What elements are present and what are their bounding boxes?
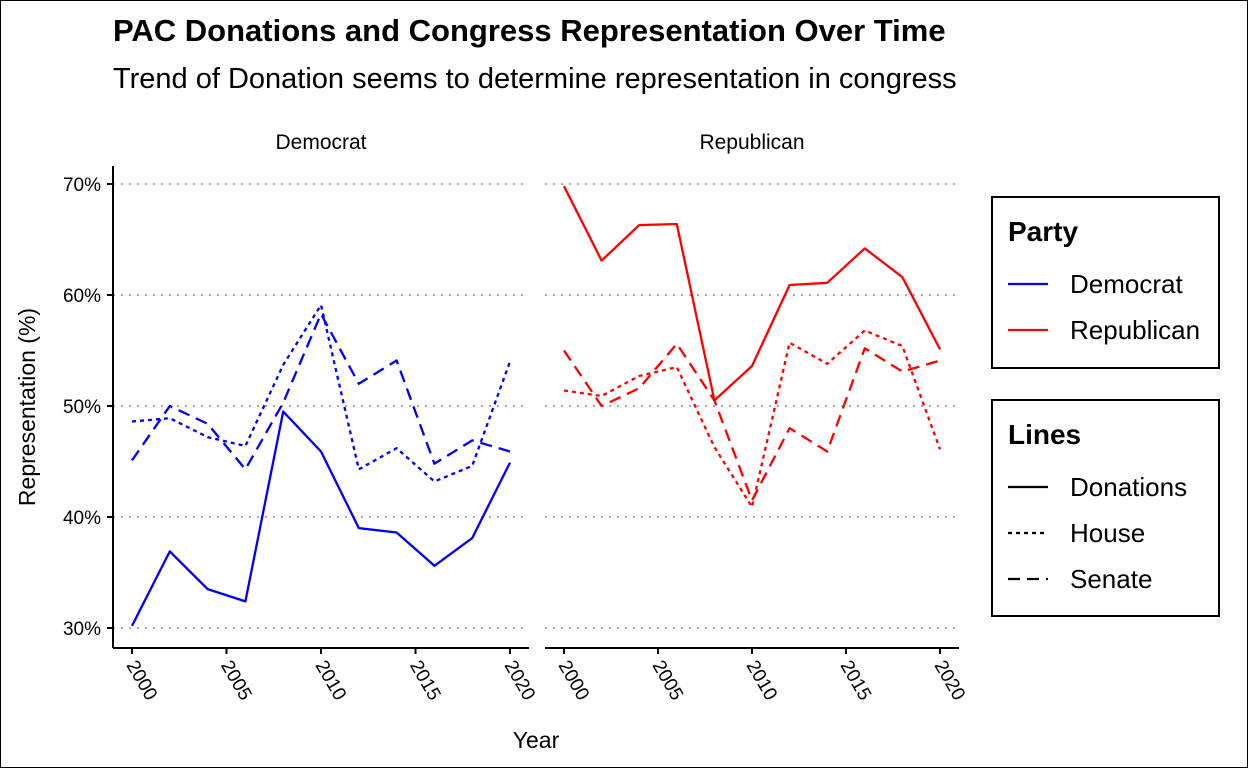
y-axis-title: Representation (%) (14, 308, 40, 506)
chart-subtitle: Trend of Donation seems to determine rep… (113, 63, 957, 95)
facet-label-democrat: Democrat (275, 131, 366, 154)
legend-label-senate: Senate (1070, 564, 1152, 594)
x-tick-label-2005-panel-1: 2005 (648, 657, 687, 704)
y-tick-label-50: 50% (63, 397, 101, 418)
series-line-democrat-house (131, 303, 512, 483)
legend-title-party: Party (1008, 216, 1078, 247)
legend-label-republican: Republican (1070, 315, 1200, 345)
x-tick-label-2000-panel-1: 2000 (554, 657, 593, 704)
x-tick-label-2010-panel-0: 2010 (311, 657, 350, 704)
x-tick-label-2020-panel-0: 2020 (500, 657, 539, 704)
x-tick-label-2000-panel-0: 2000 (122, 657, 161, 704)
legend-box-party (991, 196, 1220, 369)
facet-label-republican: Republican (699, 131, 804, 154)
x-tick-label-2005-panel-0: 2005 (216, 657, 255, 704)
chart-title: PAC Donations and Congress Representatio… (113, 13, 946, 48)
y-tick-label-40: 40% (63, 508, 101, 529)
legend-title-lines: Lines (1008, 419, 1081, 450)
legend-label-donations: Donations (1070, 472, 1187, 502)
series-line-democrat-senate (131, 312, 511, 471)
x-tick-label-2015-panel-0: 2015 (405, 657, 444, 704)
x-tick-label-2015-panel-1: 2015 (836, 657, 875, 704)
x-tick-label-2020-panel-1: 2020 (930, 657, 969, 704)
y-tick-label-60: 60% (63, 286, 101, 307)
series-line-democrat-donations (130, 410, 512, 627)
series-line-republican-donations (562, 185, 942, 402)
x-axis-title: Year (513, 727, 560, 753)
series-line-republican-senate (563, 342, 941, 502)
x-tick-label-2010-panel-1: 2010 (742, 657, 781, 704)
series-line-republican-house (563, 329, 942, 509)
legend-label-democrat: Democrat (1070, 269, 1183, 299)
legend-label-house: House (1070, 518, 1145, 548)
y-tick-label-70: 70% (63, 175, 101, 196)
y-tick-label-30: 30% (63, 619, 101, 640)
